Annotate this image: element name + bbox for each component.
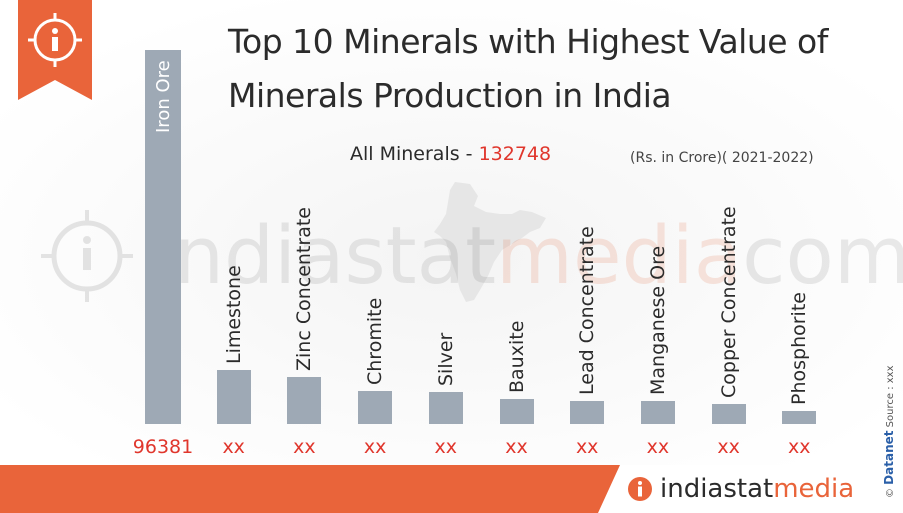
total-value: 132748 bbox=[478, 143, 552, 165]
bar-phosphorite bbox=[782, 410, 817, 424]
bar-iron-ore bbox=[145, 50, 181, 424]
footer-logo-main: indiastat bbox=[660, 474, 774, 504]
chart-title-line-2: Minerals Production in India bbox=[228, 76, 672, 115]
total-label: All Minerals - bbox=[350, 143, 479, 165]
value-label: xx bbox=[646, 436, 670, 458]
info-badge-icon bbox=[18, 0, 92, 100]
bar-lead-concentrate bbox=[570, 400, 605, 424]
unit-note: (Rs. in Crore)( 2021-2022) bbox=[630, 150, 814, 166]
watermark-main: indiastat bbox=[152, 210, 497, 302]
watermark-end: com bbox=[742, 210, 903, 302]
category-label: Copper Concentrate bbox=[717, 206, 740, 399]
category-label: Zinc Concentrate bbox=[293, 206, 316, 371]
bar-chromite bbox=[358, 391, 393, 424]
footer-logo-text: indiastatmedia bbox=[660, 474, 854, 504]
watermark-text: indiastatmediacom bbox=[152, 210, 903, 302]
bar-limestone bbox=[216, 370, 251, 424]
total-summary: All Minerals - 132748 bbox=[350, 143, 551, 165]
value-label: xx bbox=[363, 436, 387, 458]
category-label: Phosphorite bbox=[788, 291, 811, 405]
category-label: Bauxite bbox=[505, 320, 528, 394]
category-label: Lead Concentrate bbox=[576, 225, 599, 395]
value-label: xx bbox=[575, 436, 599, 458]
watermark-i-icon bbox=[41, 210, 133, 302]
value-label: xx bbox=[788, 436, 811, 458]
bar-zinc-concentrate bbox=[287, 376, 322, 424]
bar-copper-concentrate bbox=[711, 404, 746, 424]
category-label: Manganese Ore bbox=[646, 246, 669, 396]
watermark-accent: media bbox=[496, 210, 743, 302]
value-label: xx bbox=[434, 436, 458, 458]
value-label: xx bbox=[505, 436, 528, 458]
credit-source: Source : xxx bbox=[885, 365, 896, 428]
category-label: Chromite bbox=[364, 297, 387, 386]
side-credit: © Datanet Source : xxx bbox=[882, 365, 896, 498]
india-map-watermark bbox=[434, 182, 546, 302]
value-label: xx bbox=[222, 436, 245, 458]
credit-brand: Datanet bbox=[882, 430, 896, 485]
value-label: xx bbox=[717, 436, 740, 458]
logo-i-icon bbox=[628, 477, 652, 501]
footer-logo-accent: media bbox=[773, 474, 855, 504]
copyright-symbol: © bbox=[885, 488, 896, 498]
category-label: Limestone bbox=[222, 265, 245, 365]
value-label: 96381 bbox=[132, 436, 194, 458]
chart-title-line-1: Top 10 Minerals with Highest Value of bbox=[228, 22, 828, 61]
category-label: Silver bbox=[434, 332, 457, 387]
bar-silver bbox=[428, 392, 463, 424]
value-label: xx bbox=[293, 436, 316, 458]
category-label: Iron Ore bbox=[152, 60, 174, 133]
bar-manganese-ore bbox=[640, 401, 675, 424]
bar-bauxite bbox=[499, 399, 534, 424]
